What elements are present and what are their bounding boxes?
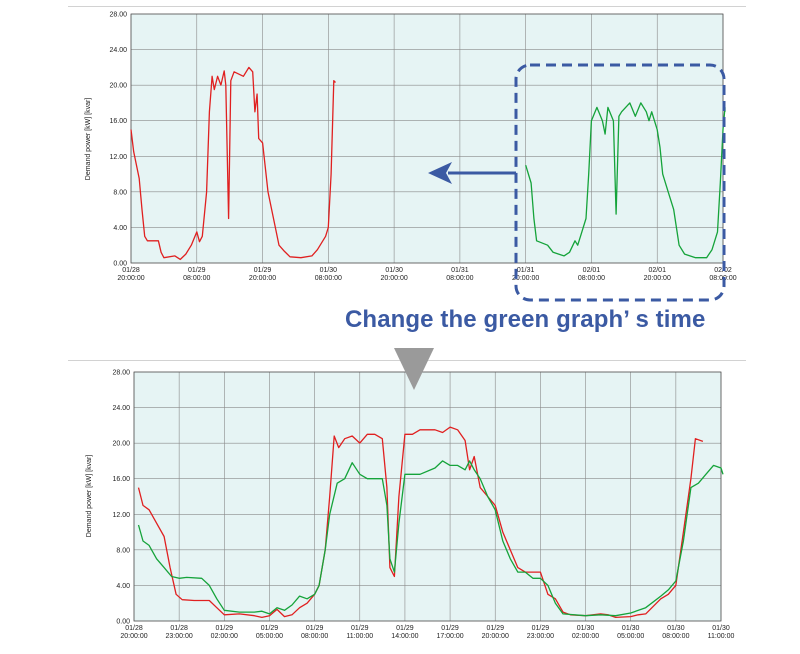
x-tick-time: 20:00:00: [512, 275, 539, 282]
x-tick-date: 01/29: [441, 625, 459, 632]
y-tick-label: 16.00: [109, 118, 127, 125]
annotation-overlay: [394, 63, 726, 390]
top-divider: [68, 6, 746, 7]
x-tick-time: 08:00:00: [301, 633, 328, 640]
x-tick-date: 01/30: [712, 625, 730, 632]
x-tick-time: 08:00:00: [578, 275, 605, 282]
x-tick-time: 11:00:00: [346, 633, 373, 640]
x-tick-time: 20:00:00: [249, 275, 276, 282]
x-tick-date: 01/29: [396, 625, 414, 632]
x-tick-date: 01/28: [170, 625, 188, 632]
y-tick-label: 28.00: [112, 370, 130, 377]
y-axis-label: Demand power [kW] [kvar]: [85, 98, 92, 181]
y-axis-label: Demand power [kW] [kvar]: [86, 455, 93, 538]
x-tick-time: 20:00:00: [644, 275, 671, 282]
x-tick-time: 08:00:00: [662, 633, 689, 640]
top-chart: 28.0024.0020.0016.0012.008.004.000.0001/…: [85, 12, 737, 283]
x-tick-time: 17:00:00: [436, 633, 463, 640]
y-tick-label: 12.00: [109, 154, 127, 161]
down-triangle-icon: [394, 348, 434, 390]
x-tick-time: 14:00:00: [391, 633, 418, 640]
x-tick-date: 01/30: [320, 267, 338, 274]
y-tick-label: 16.00: [112, 476, 130, 483]
x-tick-date: 01/29: [306, 625, 324, 632]
y-tick-label: 12.00: [112, 512, 130, 519]
x-tick-time: 20:00:00: [117, 275, 144, 282]
y-tick-label: 4.00: [113, 225, 127, 232]
plot-area: [131, 14, 723, 263]
x-tick-time: 20:00:00: [380, 275, 407, 282]
x-tick-date: 01/29: [216, 625, 234, 632]
x-tick-date: 01/29: [486, 625, 504, 632]
x-tick-date: 01/30: [385, 267, 403, 274]
y-tick-label: 20.00: [112, 441, 130, 448]
x-tick-time: 08:00:00: [183, 275, 210, 282]
x-tick-time: 23:00:00: [166, 633, 193, 640]
x-tick-date: 01/29: [532, 625, 550, 632]
x-tick-date: 02/01: [648, 267, 666, 274]
y-tick-label: 0.00: [113, 261, 127, 268]
x-tick-time: 02:00:00: [572, 633, 599, 640]
x-tick-time: 23:00:00: [527, 633, 554, 640]
green-series-highlight-box: [514, 63, 726, 302]
x-tick-date: 01/28: [122, 267, 140, 274]
x-tick-date: 01/29: [351, 625, 369, 632]
x-tick-time: 05:00:00: [617, 633, 644, 640]
y-tick-label: 24.00: [112, 405, 130, 412]
x-tick-date: 01/31: [517, 267, 535, 274]
x-tick-date: 01/30: [622, 625, 640, 632]
y-tick-label: 4.00: [116, 583, 130, 590]
y-tick-label: 8.00: [116, 547, 130, 554]
red-series-line: [137, 426, 704, 619]
y-tick-label: 28.00: [109, 12, 127, 19]
y-tick-label: 0.00: [116, 619, 130, 626]
green-series-line: [525, 102, 726, 259]
green-series-line: [137, 460, 724, 617]
x-tick-date: 01/28: [125, 625, 143, 632]
x-tick-date: 01/29: [188, 267, 206, 274]
x-tick-date: 01/30: [577, 625, 595, 632]
x-tick-time: 02:00:00: [211, 633, 238, 640]
bottom-chart: 28.0024.0020.0016.0012.008.004.000.0001/…: [86, 370, 734, 641]
plot-border: [133, 371, 722, 622]
x-tick-date: 02/01: [583, 267, 601, 274]
x-tick-time: 11:00:00: [708, 633, 735, 640]
x-tick-date: 01/29: [261, 625, 279, 632]
y-tick-label: 24.00: [109, 47, 127, 54]
x-tick-time: 08:00:00: [315, 275, 342, 282]
x-tick-time: 20:00:00: [482, 633, 509, 640]
x-tick-date: 01/31: [451, 267, 469, 274]
x-tick-date: 01/30: [667, 625, 685, 632]
x-tick-time: 05:00:00: [256, 633, 283, 640]
red-series-line: [130, 66, 336, 261]
left-arrow-icon: [428, 162, 516, 184]
plot-area: [134, 372, 721, 621]
caption-change-green-time: Change the green graph’ s time: [345, 306, 706, 333]
x-tick-time: 08:00:00: [446, 275, 473, 282]
y-tick-label: 20.00: [109, 83, 127, 90]
y-tick-label: 8.00: [113, 189, 127, 196]
x-tick-date: 01/29: [254, 267, 272, 274]
x-tick-time: 20:00:00: [120, 633, 147, 640]
